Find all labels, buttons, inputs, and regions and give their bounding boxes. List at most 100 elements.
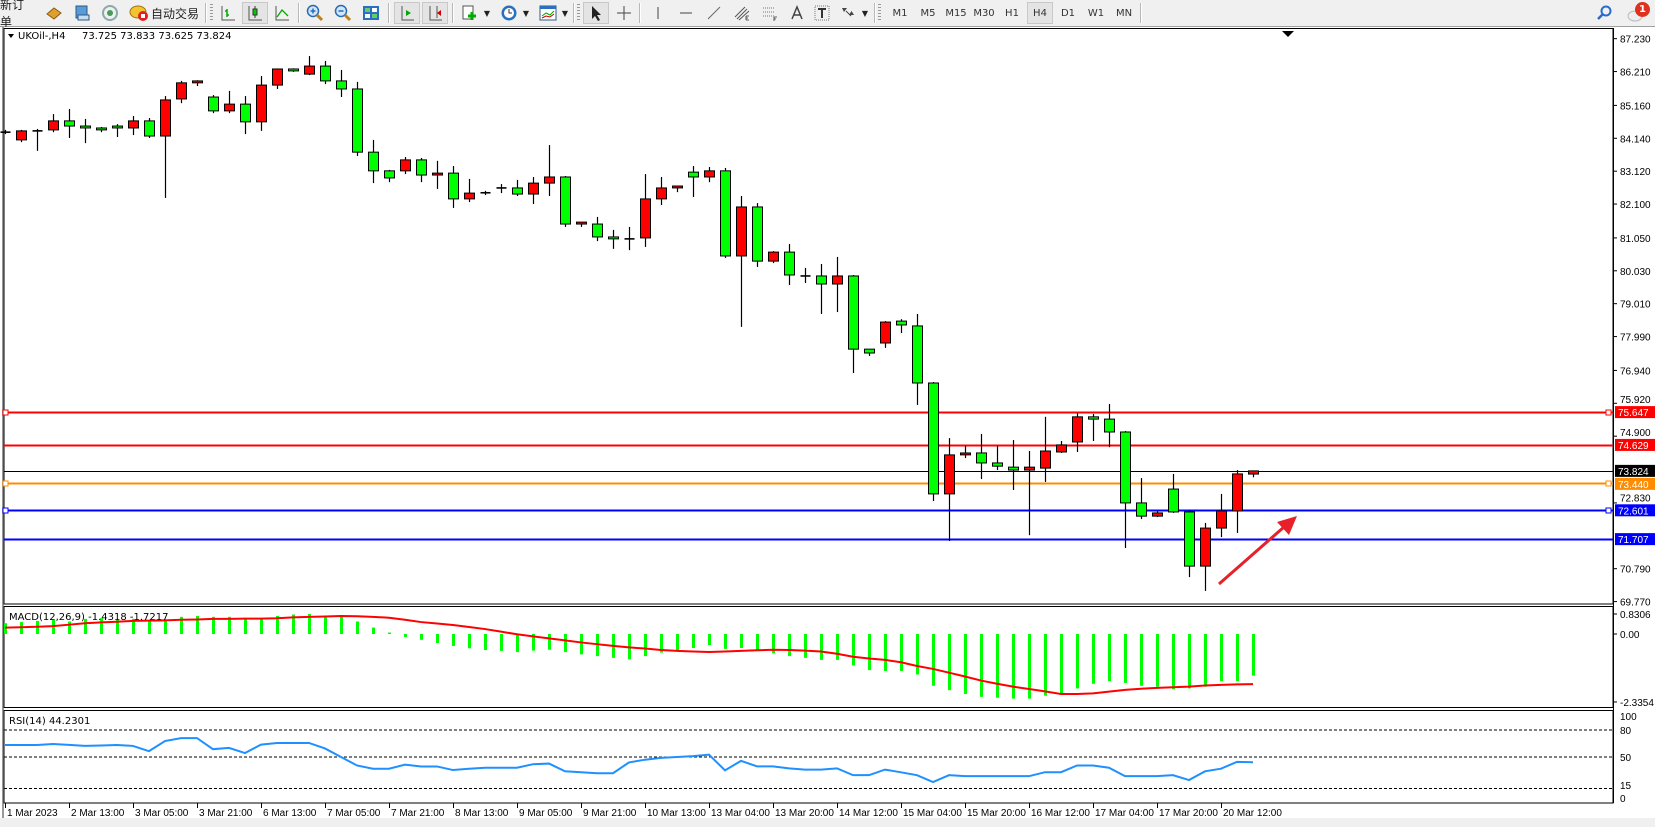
chart-shift-marker[interactable] — [1282, 31, 1294, 37]
zoom-out-button[interactable] — [331, 2, 355, 24]
indicators-button[interactable] — [458, 2, 482, 24]
price-tick-label: 79.010 — [1620, 300, 1651, 311]
line-handle[interactable] — [1605, 507, 1612, 514]
candle — [608, 229, 619, 249]
price-tick-label: 87.230 — [1620, 35, 1651, 46]
candle-body — [592, 223, 603, 238]
candle — [720, 167, 731, 258]
notifications-button[interactable]: 1 — [1620, 2, 1652, 24]
macd-histogram-bar — [420, 634, 423, 640]
candle-body — [720, 170, 731, 257]
chart-shift-button[interactable] — [422, 2, 448, 24]
axes: 87.230 86.210 85.160 84.140 83.120 82.100 81.0… — [5, 28, 1655, 819]
search-button[interactable] — [1594, 2, 1614, 24]
text-label-button[interactable] — [811, 2, 833, 24]
macd-histogram-bar — [260, 618, 263, 634]
timeframe-m1[interactable]: M1 — [892, 7, 908, 19]
timeframe-mn[interactable]: MN — [1115, 7, 1133, 19]
time-tick-label: 9 Mar 21:00 — [583, 808, 637, 819]
line-handle[interactable] — [2, 507, 9, 514]
macd-histogram-bar — [852, 634, 855, 666]
arrows-icon — [842, 8, 854, 17]
line-handle[interactable] — [1605, 409, 1612, 416]
cursor-icon — [592, 6, 601, 21]
candle-body — [336, 80, 347, 90]
time-tick-label: 7 Mar 21:00 — [391, 808, 445, 819]
vertical-line-button[interactable] — [646, 2, 670, 24]
macd-indicator — [4, 613, 1255, 699]
horizontal-line-button[interactable] — [674, 2, 698, 24]
price-tick-label: 75.920 — [1620, 395, 1651, 406]
candle-body — [272, 68, 283, 86]
candle — [320, 60, 331, 85]
rsi-axis-label: 50 — [1620, 753, 1632, 764]
candle — [208, 95, 219, 114]
time-tick-label: 17 Mar 20:00 — [1159, 808, 1218, 819]
indicators-dropdown[interactable]: ▼ — [483, 8, 491, 18]
templates-dropdown[interactable]: ▼ — [561, 8, 569, 18]
arrows-dropdown[interactable]: ▼ — [861, 8, 869, 18]
bar-chart-button[interactable] — [216, 2, 240, 24]
line-price-label-box — [1615, 406, 1655, 419]
crosshair-button[interactable] — [612, 2, 636, 24]
line-handle[interactable] — [2, 409, 9, 416]
trendline-button[interactable] — [702, 2, 726, 24]
candle-body — [1216, 510, 1227, 529]
macd-label: MACD(12,26,9) -1.4318 -1.7217 — [9, 612, 169, 623]
macd-histogram-bar — [564, 634, 567, 653]
candle — [896, 319, 907, 334]
new-order-label: 新订单 — [0, 0, 25, 29]
candle — [576, 221, 587, 227]
crosshair-icon — [617, 6, 631, 20]
cursor-button[interactable] — [583, 2, 609, 24]
timeframe-m30[interactable]: M30 — [973, 7, 995, 19]
templates-button[interactable] — [536, 2, 560, 24]
text-button[interactable] — [786, 2, 808, 24]
timeframe-h1[interactable]: H1 — [1005, 7, 1019, 19]
time-tick-label: 8 Mar 13:00 — [455, 808, 509, 819]
candle — [544, 145, 555, 196]
candle — [464, 178, 475, 203]
candle-body — [144, 120, 155, 137]
new-order-button[interactable]: 新订单 — [0, 0, 34, 29]
signals-button[interactable] — [98, 2, 122, 24]
symbol-menu-triangle-icon[interactable] — [8, 34, 14, 38]
tile-windows-button[interactable] — [359, 2, 383, 24]
line-handle[interactable] — [2, 480, 9, 487]
periods-button[interactable] — [497, 2, 521, 24]
candle — [640, 174, 651, 247]
candle — [800, 267, 811, 284]
candle-body — [16, 130, 27, 141]
auto-scroll-button[interactable] — [394, 2, 420, 24]
rsi-axis-label: 100 — [1620, 712, 1637, 723]
fibonacci-channel-button[interactable] — [730, 2, 754, 24]
chart-window[interactable]: 87.230 86.210 85.160 84.140 83.120 82.100 81.0… — [0, 27, 1655, 827]
annotation-arrow[interactable] — [1218, 516, 1297, 586]
macd-histogram-bar — [964, 634, 967, 694]
time-tick-label: 15 Mar 04:00 — [903, 808, 962, 819]
periods-dropdown[interactable]: ▼ — [522, 8, 530, 18]
terminal-button[interactable] — [70, 2, 94, 24]
candlestick-button[interactable] — [242, 2, 268, 24]
timeframe-w1[interactable]: W1 — [1087, 7, 1105, 19]
candle-body — [432, 172, 443, 176]
timeframe-m5[interactable]: M5 — [920, 7, 936, 19]
timeframe-h4[interactable]: H4 — [1027, 2, 1053, 24]
line-handle[interactable] — [1605, 480, 1612, 487]
fibonacci-button[interactable] — [758, 2, 782, 24]
candle-body — [304, 65, 315, 75]
line-chart-button[interactable] — [270, 2, 294, 24]
zoom-in-button[interactable] — [303, 2, 327, 24]
arrows-button[interactable] — [837, 2, 859, 24]
timeframe-d1[interactable]: D1 — [1060, 7, 1076, 19]
candle — [96, 127, 107, 133]
macd-histogram-bar — [548, 634, 551, 650]
rsi-indicator — [4, 729, 1613, 789]
navigator-button[interactable] — [42, 2, 66, 24]
timeframe-m15[interactable]: M15 — [945, 7, 967, 19]
candle-body — [128, 120, 139, 129]
candle-body — [1088, 416, 1099, 420]
auto-trading-button[interactable]: 自动交易 — [126, 2, 202, 24]
horizontal-line-icon — [680, 12, 692, 14]
candle — [1056, 441, 1067, 453]
